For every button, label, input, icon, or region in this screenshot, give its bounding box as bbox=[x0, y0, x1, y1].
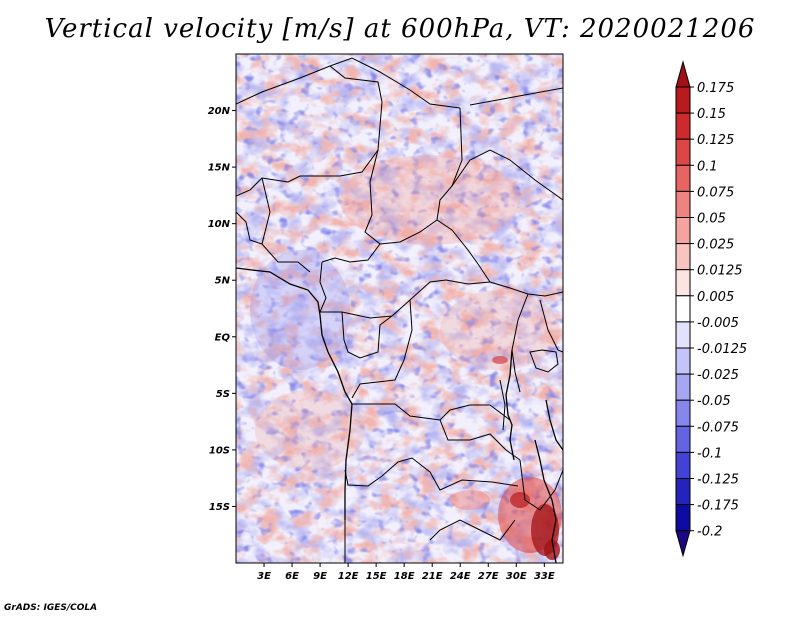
colorbar-label: -0.05 bbox=[697, 394, 731, 409]
lat-tick-label: 15N bbox=[208, 163, 231, 174]
strong-updraft-cluster bbox=[450, 356, 562, 560]
lat-tick-label: 20N bbox=[208, 106, 231, 117]
lat-tick-label: 10S bbox=[209, 445, 230, 456]
velocity-field bbox=[236, 54, 563, 563]
colorbar-segment bbox=[675, 504, 691, 532]
colorbar-segment bbox=[675, 243, 691, 271]
lon-tick-label: 3E bbox=[257, 571, 271, 582]
colorbar-label: -0.2 bbox=[697, 525, 722, 540]
latitude-axis: 20N 15N 10N 5N EQ 5S 10S 15S bbox=[208, 106, 236, 513]
colorbar-segment bbox=[675, 190, 691, 218]
lon-tick-label: 30E bbox=[506, 571, 527, 582]
colorbar-label: 0.005 bbox=[697, 290, 734, 305]
lon-tick-label: 12E bbox=[338, 571, 359, 582]
lon-tick-label: 6E bbox=[285, 571, 299, 582]
colorbar-label: -0.175 bbox=[697, 499, 739, 514]
colorbar-segment bbox=[675, 321, 691, 349]
colorbar-label: 0.05 bbox=[697, 212, 726, 227]
lon-tick-label: 33E bbox=[534, 571, 555, 582]
lon-tick-label: 27E bbox=[478, 571, 499, 582]
colorbar-label: -0.075 bbox=[697, 420, 739, 435]
colorbar-label: -0.1 bbox=[697, 446, 722, 461]
coastlines bbox=[236, 267, 563, 563]
colorbar-top-arrow bbox=[675, 60, 691, 88]
colorbar-segment bbox=[675, 112, 691, 140]
lon-tick-label: 24E bbox=[450, 571, 471, 582]
colorbar-segment bbox=[675, 399, 691, 427]
colorbar-segment bbox=[675, 164, 691, 192]
lat-tick-label: EQ bbox=[215, 332, 231, 343]
colorbar-segment bbox=[675, 217, 691, 245]
colorbar-label: 0.15 bbox=[697, 107, 726, 122]
lat-tick-label: 5N bbox=[215, 276, 231, 287]
colorbar-label: -0.005 bbox=[697, 316, 739, 331]
colorbar-label: 0.125 bbox=[697, 133, 734, 148]
lat-tick-label: 10N bbox=[208, 219, 231, 230]
footer-credit: GrADS: IGES/COLA bbox=[4, 603, 98, 613]
colorbar-segment bbox=[675, 478, 691, 506]
country-borders bbox=[236, 57, 563, 563]
colorbar-segment bbox=[675, 373, 691, 401]
colorbar-label: -0.0125 bbox=[697, 342, 747, 357]
colorbar-segment bbox=[675, 451, 691, 479]
chart-title: Vertical velocity [m/s] at 600hPa, VT: 2… bbox=[44, 14, 756, 44]
colorbar-label: 0.0125 bbox=[697, 264, 743, 279]
lon-tick-label: 15E bbox=[366, 571, 387, 582]
colorbar-label: 0.175 bbox=[697, 81, 734, 96]
colorbar-label: 0.075 bbox=[697, 185, 734, 200]
lon-tick-label: 18E bbox=[394, 571, 415, 582]
colorbar-label: 0.025 bbox=[697, 238, 734, 253]
colorbar-segment bbox=[675, 295, 691, 323]
colorbar-label: -0.025 bbox=[697, 368, 739, 383]
colorbar-segment bbox=[675, 138, 691, 166]
lon-tick-label: 21E bbox=[422, 571, 443, 582]
lat-tick-label: 5S bbox=[216, 389, 230, 400]
colorbar-label: 0.1 bbox=[697, 159, 718, 174]
colorbar-segment bbox=[675, 347, 691, 375]
colorbar-label: -0.125 bbox=[697, 473, 739, 488]
colorbar-segment bbox=[675, 425, 691, 453]
colorbar-segment bbox=[675, 269, 691, 297]
map-frame bbox=[235, 53, 564, 564]
colorbar-bottom-arrow bbox=[675, 530, 691, 558]
colorbar-segment bbox=[675, 86, 691, 114]
longitude-axis: 3E 6E 9E 12E 15E 18E 21E 24E 27E 30E 33E bbox=[257, 563, 555, 582]
colorbar: 0.175 0.15 0.125 0.1 0.075 0.05 0.025 0.0125 0.0… bbox=[675, 60, 747, 558]
lat-tick-label: 15S bbox=[209, 502, 230, 513]
lon-tick-label: 9E bbox=[313, 571, 327, 582]
